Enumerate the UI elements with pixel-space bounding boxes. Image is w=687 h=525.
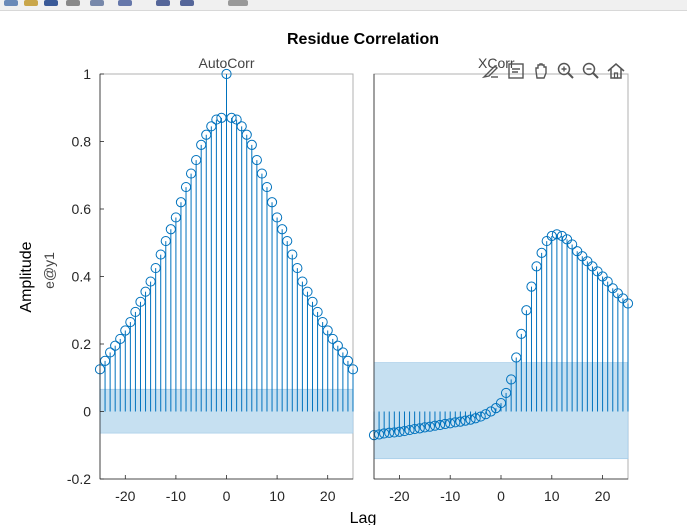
stem-marker bbox=[241, 129, 252, 140]
y-tick-label: 0.6 bbox=[72, 201, 92, 217]
stem-marker bbox=[399, 425, 410, 437]
new-figure-icon[interactable] bbox=[4, 0, 18, 6]
stem-marker bbox=[622, 298, 634, 309]
stem-marker bbox=[567, 239, 578, 250]
home-icon[interactable] bbox=[605, 60, 627, 82]
stem-marker bbox=[266, 197, 278, 208]
x-tick-label: 10 bbox=[269, 488, 285, 504]
datatip-icon[interactable] bbox=[505, 60, 527, 82]
stem-marker bbox=[389, 427, 400, 438]
stem-marker bbox=[475, 411, 486, 422]
x-tick-label: 0 bbox=[223, 488, 231, 504]
stem-marker bbox=[445, 418, 456, 429]
stem-marker bbox=[373, 429, 385, 440]
x-tick-label: 10 bbox=[544, 488, 560, 504]
stem-marker bbox=[404, 424, 415, 436]
stem-marker bbox=[465, 414, 476, 425]
stem-marker bbox=[434, 419, 446, 431]
stem-marker bbox=[277, 224, 288, 235]
stem-marker bbox=[551, 229, 562, 240]
y-tick-label: -0.2 bbox=[67, 471, 91, 487]
stem-marker bbox=[337, 347, 348, 358]
stem-marker bbox=[317, 316, 328, 328]
stem-marker bbox=[602, 276, 613, 287]
stem-marker bbox=[455, 416, 466, 427]
stem-marker bbox=[236, 121, 247, 132]
y-tick-label: 0.4 bbox=[72, 269, 92, 285]
residue-correlation-chart: Residue Correlation Amplitude Lag -20 -10… bbox=[18, 31, 634, 525]
outer-y-axis-label: Amplitude bbox=[18, 241, 35, 312]
stem-marker bbox=[287, 249, 298, 260]
stem-marker bbox=[246, 139, 257, 150]
hide-plot-tools-icon[interactable] bbox=[180, 0, 194, 6]
axes-panel-1: -20 -10 0 10 20 -0.2 0 0.2 0.4 0.6 0.8 1 AutoCorr e@y… bbox=[41, 55, 359, 504]
stem-marker bbox=[332, 340, 343, 351]
stem-marker bbox=[384, 427, 395, 438]
stem-marker bbox=[302, 286, 313, 297]
stem-marker bbox=[221, 68, 232, 80]
y-tick-label: 0 bbox=[83, 404, 91, 420]
x-tick-label: 20 bbox=[595, 488, 611, 504]
stem-marker bbox=[256, 168, 268, 179]
y-tick-label: 0.2 bbox=[72, 336, 92, 352]
stem-marker bbox=[460, 415, 471, 426]
x-tick-label: 0 bbox=[497, 488, 505, 504]
stem-marker bbox=[292, 262, 303, 274]
stem-marker bbox=[470, 413, 481, 424]
stem-marker bbox=[379, 428, 390, 439]
stem-marker bbox=[424, 421, 435, 432]
stem-marker bbox=[312, 306, 323, 318]
insert-legend-icon[interactable] bbox=[156, 0, 170, 6]
show-plot-tools-icon[interactable] bbox=[228, 0, 248, 6]
stem-marker bbox=[322, 325, 333, 336]
stem-marker bbox=[440, 418, 451, 430]
stem-marker bbox=[419, 422, 430, 433]
stem-marker bbox=[394, 426, 405, 437]
stem-marker bbox=[297, 276, 308, 287]
stem-marker bbox=[409, 423, 420, 435]
stem-marker bbox=[429, 420, 441, 431]
panel-title: XCorr bbox=[478, 55, 515, 71]
pan-hand-icon[interactable] bbox=[530, 60, 552, 82]
x-tick-label: -20 bbox=[389, 488, 409, 504]
axes-panel-2: -20 -10 0 10 20 XCorr bbox=[368, 55, 634, 504]
figure-canvas: Residue Correlation Amplitude Lag -20 -10… bbox=[0, 11, 687, 525]
x-tick-label: 20 bbox=[320, 488, 336, 504]
panel-title: AutoCorr bbox=[198, 55, 254, 71]
x-tick-label: -20 bbox=[115, 488, 135, 504]
brush-icon[interactable] bbox=[480, 60, 502, 82]
stem-marker bbox=[231, 114, 242, 125]
x-tick-label: -10 bbox=[440, 488, 460, 504]
figure-title: Residue Correlation bbox=[287, 31, 439, 48]
stem-marker bbox=[261, 181, 273, 193]
y-tick-label: 0.8 bbox=[72, 134, 92, 150]
stem-marker bbox=[251, 154, 262, 166]
zoom-out-icon[interactable] bbox=[580, 60, 602, 82]
y-tick-label: 1 bbox=[83, 66, 91, 82]
stem-marker bbox=[226, 112, 237, 123]
stem-marker bbox=[342, 355, 354, 366]
stem-marker bbox=[414, 423, 425, 434]
x-axis-label: Lag bbox=[350, 510, 377, 525]
stem-marker bbox=[307, 296, 318, 307]
stem-marker bbox=[450, 417, 461, 428]
stem-marker bbox=[347, 364, 359, 375]
figure-toolbar bbox=[0, 0, 687, 11]
insert-colorbar-icon[interactable] bbox=[118, 0, 132, 6]
axes-toolbar bbox=[480, 60, 627, 84]
print-icon[interactable] bbox=[66, 0, 80, 6]
x-tick-label: -10 bbox=[166, 488, 186, 504]
save-icon[interactable] bbox=[44, 0, 58, 6]
link-icon[interactable] bbox=[90, 0, 104, 6]
stem-marker bbox=[480, 409, 491, 420]
stem-marker bbox=[272, 212, 283, 223]
zoom-in-icon[interactable] bbox=[555, 60, 577, 82]
stem-marker bbox=[327, 333, 338, 345]
stem-marker bbox=[556, 230, 568, 242]
open-file-icon[interactable] bbox=[24, 0, 38, 6]
panel-y-label: e@y1 bbox=[41, 252, 57, 289]
stem-marker bbox=[282, 235, 293, 247]
